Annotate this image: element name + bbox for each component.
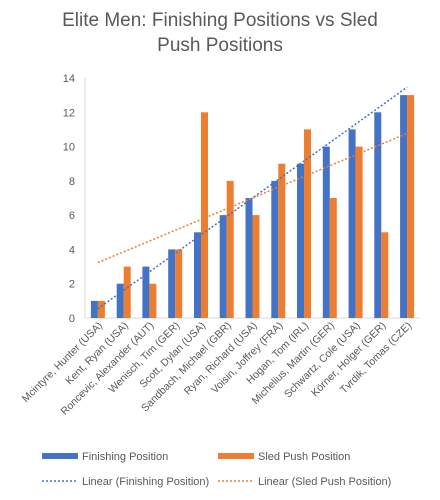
bar-finishing-6 — [219, 215, 227, 318]
legend-label: Linear (Sled Push Position) — [258, 476, 391, 488]
bar-finishing-9 — [297, 163, 304, 318]
bars-group — [90, 95, 415, 318]
bar-sled-push-7 — [252, 215, 260, 318]
bar-finishing-13 — [400, 95, 408, 318]
trendlines-group — [97, 86, 408, 310]
bar-finishing-1 — [90, 300, 98, 318]
bar-sled-push-11 — [355, 146, 363, 318]
legend-label: Linear (Finishing Position) — [82, 476, 209, 488]
bar-sled-push-3 — [149, 283, 157, 318]
bar-sled-push-8 — [278, 163, 286, 318]
bar-sled-push-2 — [123, 266, 131, 318]
bar-sled-push-13 — [407, 95, 415, 318]
bar-sled-push-9 — [304, 129, 311, 318]
bar-finishing-10 — [322, 146, 330, 318]
bar-sled-push-12 — [381, 232, 389, 318]
bar-finishing-4 — [168, 249, 176, 318]
bar-finishing-12 — [374, 112, 382, 318]
bar-sled-push-10 — [329, 198, 337, 318]
legend: Finishing Position Sled Push Position Line… — [42, 451, 391, 488]
bar-sled-push-6 — [226, 180, 234, 318]
bar-finishing-7 — [245, 198, 253, 318]
bar-sled-push-5 — [201, 112, 208, 318]
bar-finishing-5 — [194, 232, 201, 318]
y-tick-label: 12 — [63, 107, 75, 119]
y-tick-label: 10 — [63, 142, 75, 154]
y-tick-label: 14 — [63, 73, 75, 85]
y-tick-label: 6 — [69, 210, 75, 222]
x-tick-labels: Mcintyre, Hunter (USA)Kent, Ryan (USA)Ro… — [20, 320, 414, 418]
y-tick-label: 0 — [69, 313, 75, 325]
bar-sled-push-4 — [175, 249, 183, 318]
bar-sled-push-1 — [97, 300, 105, 318]
y-tick-labels: 0 2 4 6 8 10 12 14 — [63, 73, 75, 325]
bar-finishing-11 — [348, 129, 356, 318]
y-tick-label: 2 — [69, 279, 75, 291]
bar-finishing-3 — [142, 266, 150, 318]
legend-label: Sled Push Position — [258, 451, 350, 463]
y-tick-label: 4 — [69, 244, 75, 256]
legend-swatch — [218, 453, 254, 459]
bar-finishing-2 — [116, 283, 124, 318]
legend-swatch — [42, 453, 78, 459]
legend-label: Finishing Position — [82, 451, 168, 463]
trendline-finishing — [97, 86, 408, 310]
bar-finishing-8 — [271, 180, 279, 318]
chart-title: Elite Men: Finishing Positions vs Sled P… — [62, 10, 378, 56]
y-tick-label: 8 — [69, 176, 75, 188]
